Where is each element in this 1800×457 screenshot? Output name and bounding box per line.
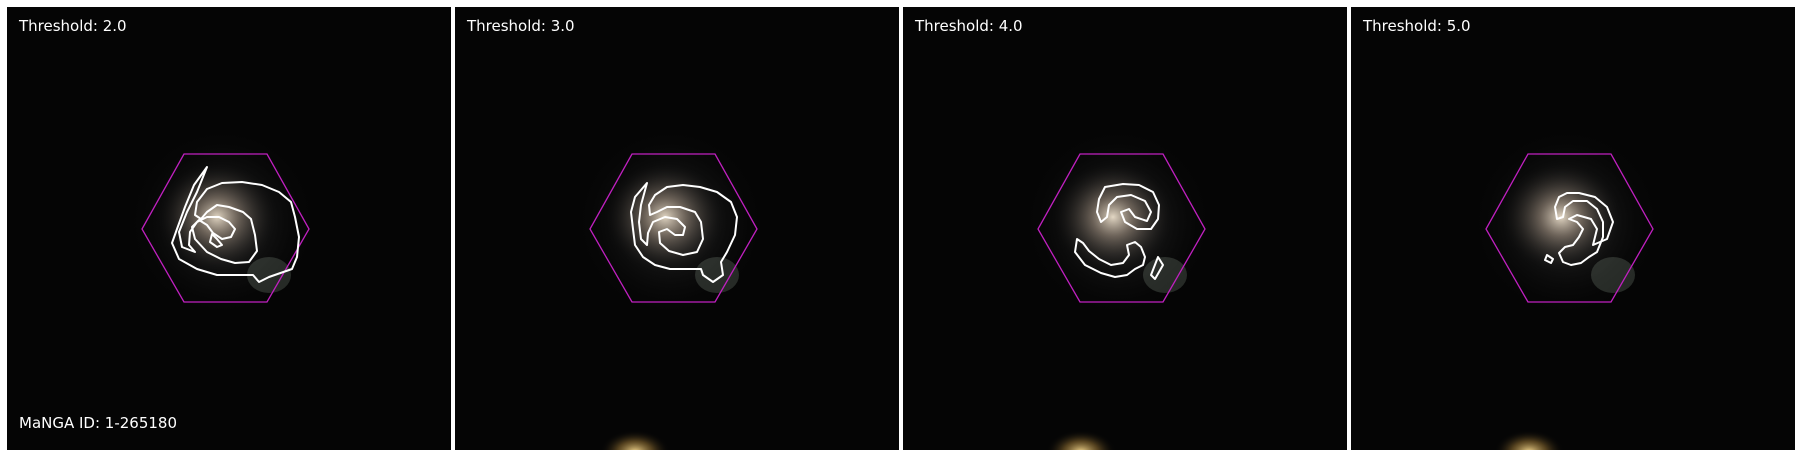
galaxy-image — [1351, 7, 1795, 450]
ifu-hexagon — [1485, 153, 1654, 303]
galaxy-image — [455, 7, 899, 450]
galaxy-image — [903, 7, 1347, 450]
image-panel-threshold-3: Threshold: 3.0 — [455, 7, 899, 450]
contour-threshold-3 — [630, 182, 738, 283]
image-panel-threshold-5: Threshold: 5.0 — [1351, 7, 1795, 450]
bottom-star — [1494, 430, 1564, 450]
galaxy-knot — [1591, 257, 1635, 293]
ifu-hexagon — [589, 153, 758, 303]
threshold-label: Threshold: 4.0 — [915, 17, 1023, 35]
contour-threshold-2 — [171, 166, 300, 283]
galaxy-core — [1053, 162, 1173, 272]
galaxy-image — [7, 7, 451, 450]
image-panel-threshold-4: Threshold: 4.0 — [903, 7, 1347, 450]
threshold-label: Threshold: 3.0 — [467, 17, 575, 35]
manga-id-label: MaNGA ID: 1-265180 — [19, 414, 178, 432]
contour-threshold-5 — [1544, 192, 1614, 266]
bottom-star — [1046, 430, 1116, 450]
galaxy-knot — [1143, 257, 1187, 293]
image-panel-threshold-2: Threshold: 2.0 MaNGA ID: 1-265180 — [7, 7, 451, 450]
galaxy-knot — [247, 257, 291, 293]
galaxy-knot — [695, 257, 739, 293]
contour-threshold-4 — [1074, 183, 1164, 280]
threshold-label: Threshold: 2.0 — [19, 17, 127, 35]
threshold-label: Threshold: 5.0 — [1363, 17, 1471, 35]
ifu-hexagon — [141, 153, 310, 303]
bottom-star — [600, 430, 670, 450]
ifu-hexagon — [1037, 153, 1206, 303]
